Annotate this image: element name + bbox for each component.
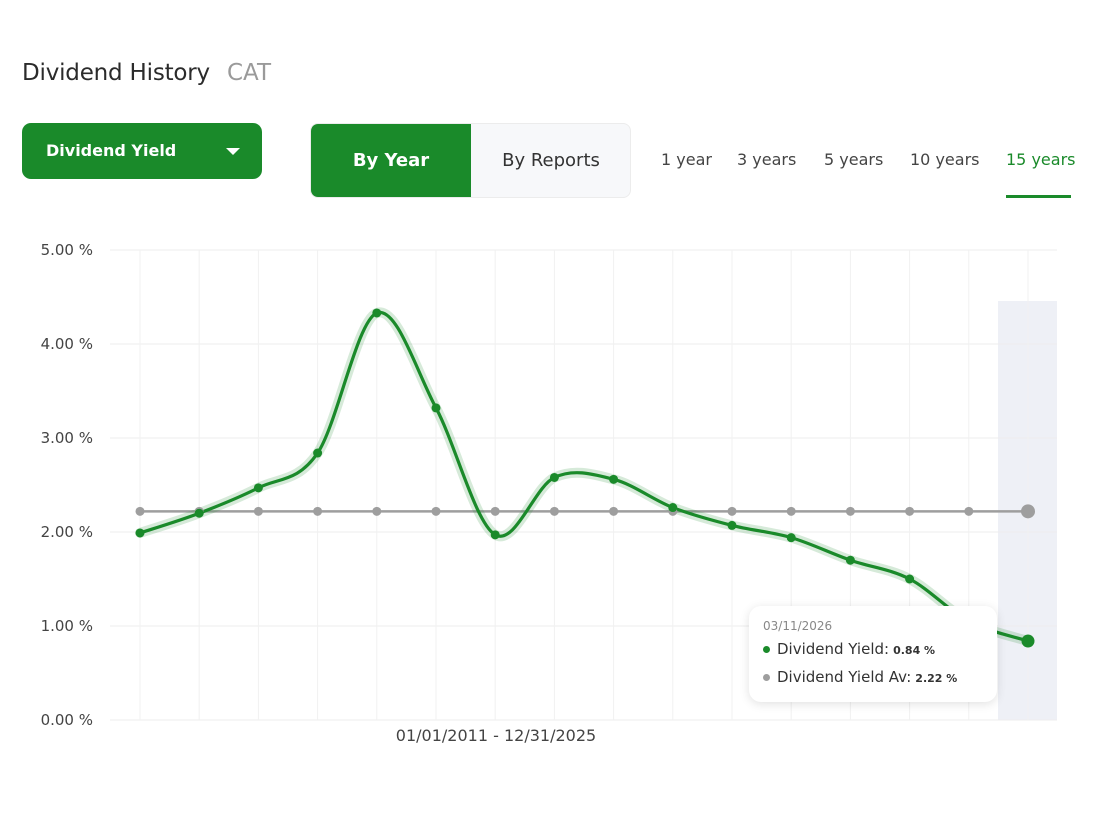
data-point-yield [253,483,263,493]
data-point-average [845,506,855,516]
series-glow-yield [135,307,1033,647]
data-point-average [727,506,737,516]
range-5-years[interactable]: 5 years [824,150,884,169]
tooltip-yield-label: Dividend Yield: [777,640,890,658]
by-year-button[interactable]: By Year [311,124,471,197]
y-tick-label: 1.00 % [41,617,93,635]
data-point-yield [905,574,915,584]
data-point-average [905,506,915,516]
chevron-down-icon [226,148,240,155]
tooltip-row-yield: Dividend Yield: 0.84 % [763,640,935,658]
data-point-average [135,506,145,516]
data-point-yield [372,308,382,318]
data-point-average [372,506,382,516]
data-point-yield [786,533,796,543]
data-point-yield [194,508,204,518]
range-3-years[interactable]: 3 years [737,150,797,169]
tooltip-row-average: Dividend Yield Av: 2.22 % [763,668,957,686]
data-point-yield [1021,634,1035,648]
data-point-yield [609,474,619,484]
tooltip-yield-value: 0.84 % [893,644,936,657]
data-point-average [964,506,974,516]
data-point-average [253,506,263,516]
data-point-yield [431,403,441,413]
tooltip-average-label: Dividend Yield Av: [777,668,912,686]
gray-dot-icon [763,674,770,681]
dividend-chart: 0.00 % 1.00 % 2.00 % 3.00 % 4.00 % 5.00 % [41,241,1057,729]
tooltip-average-value: 2.22 % [915,672,958,685]
data-point-yield [727,520,737,530]
data-point-average [431,506,441,516]
chart-tooltip: 03/11/2026 Dividend Yield: 0.84 % Dividen… [749,606,997,702]
tooltip-date: 03/11/2026 [763,619,833,633]
page-title: Dividend History [22,60,210,86]
data-point-average [549,506,559,516]
data-point-yield [549,472,559,482]
data-point-average [313,506,323,516]
data-point-yield [490,530,500,540]
y-tick-label: 4.00 % [41,335,93,353]
data-point-yield [313,448,323,458]
data-point-average [609,506,619,516]
metric-dropdown-value: Dividend Yield [46,141,177,160]
metric-dropdown[interactable]: Dividend Yield [22,123,262,179]
view-toggle: By Year By Reports [310,123,631,198]
data-point-average [490,506,500,516]
range-1-year[interactable]: 1 year [661,150,712,169]
y-tick-label: 2.00 % [41,523,93,541]
data-point-yield [668,503,678,513]
data-point-average [786,506,796,516]
y-tick-label: 3.00 % [41,429,93,447]
series-line-yield [138,310,1030,643]
active-range-underline [1006,195,1071,198]
ticker-symbol: CAT [227,60,272,86]
x-axis-range-label: 01/01/2011 - 12/31/2025 [395,726,597,745]
range-10-years[interactable]: 10 years [910,150,980,169]
y-tick-label: 0.00 % [41,711,93,729]
green-dot-icon [763,646,770,653]
data-point-yield [845,555,855,565]
y-tick-label: 5.00 % [41,241,93,259]
data-point-yield [135,528,145,538]
range-15-years[interactable]: 15 years [1006,150,1076,169]
data-point-average [1021,504,1035,519]
by-reports-button[interactable]: By Reports [502,150,600,171]
